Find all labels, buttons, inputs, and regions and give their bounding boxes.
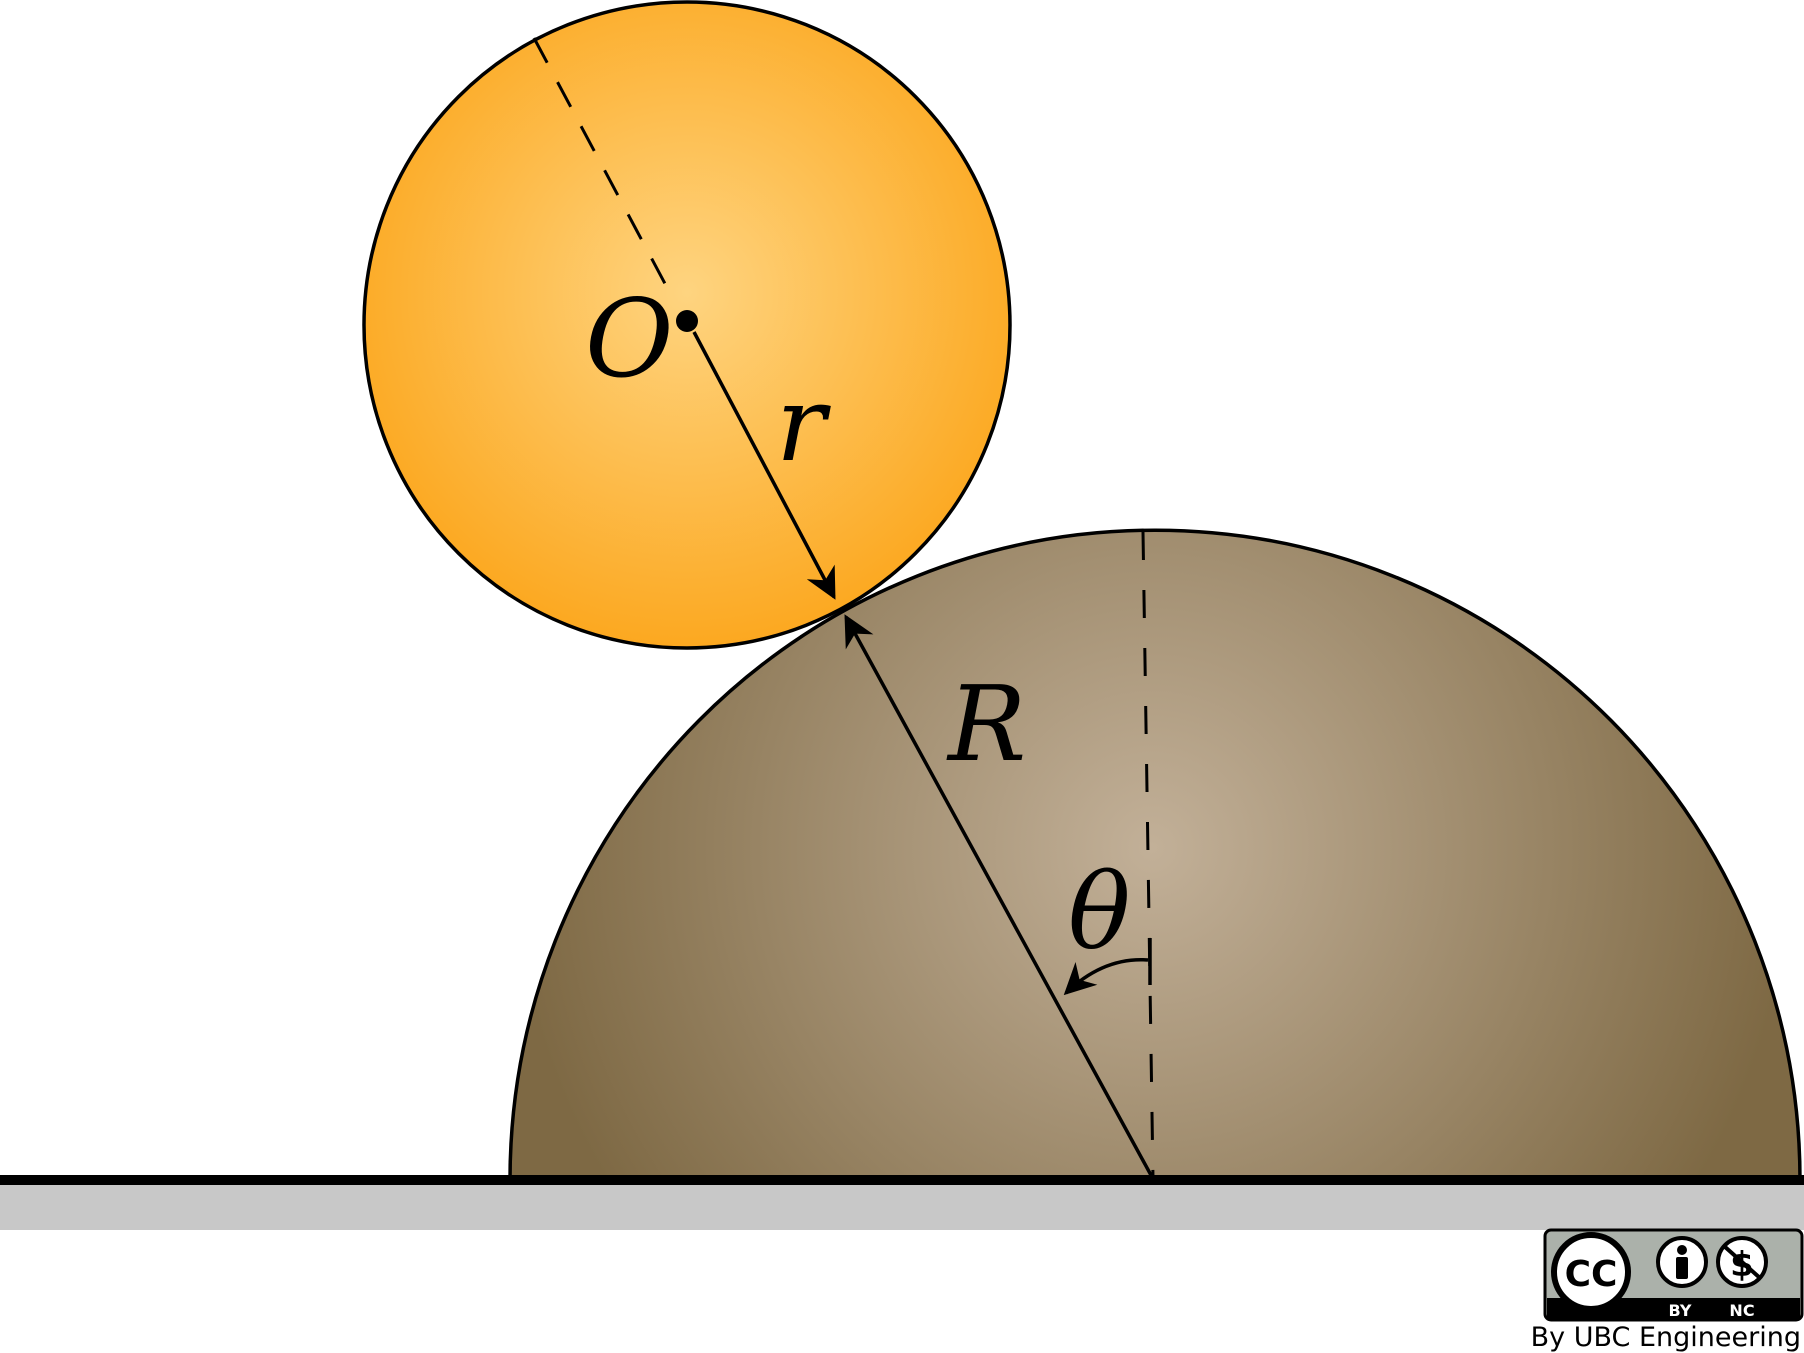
ground-shadow bbox=[0, 1182, 1804, 1230]
center-point bbox=[676, 310, 698, 332]
vertical-reference-line bbox=[1141, 531, 1155, 1179]
credit-text: By UBC Engineering bbox=[1531, 1322, 1801, 1353]
label-R: R bbox=[946, 663, 1026, 785]
cc-logo-icon bbox=[1551, 1232, 1631, 1312]
angle-arc bbox=[1063, 958, 1149, 996]
badge-by: BY bbox=[1669, 1301, 1692, 1320]
radius-r-arrow bbox=[692, 331, 836, 600]
svg-text:$: $ bbox=[1730, 1245, 1754, 1285]
cc-logo-text: CC bbox=[1565, 1254, 1618, 1295]
radius-R-arrow bbox=[844, 614, 1154, 1178]
label-O: O bbox=[585, 277, 674, 402]
cc-license-badge: CC $ BY NC bbox=[1543, 1228, 1804, 1322]
label-theta: θ bbox=[1068, 851, 1131, 973]
badge-nc: NC bbox=[1729, 1301, 1754, 1320]
hemisphere bbox=[508, 528, 1802, 1182]
label-r: r bbox=[776, 363, 831, 485]
